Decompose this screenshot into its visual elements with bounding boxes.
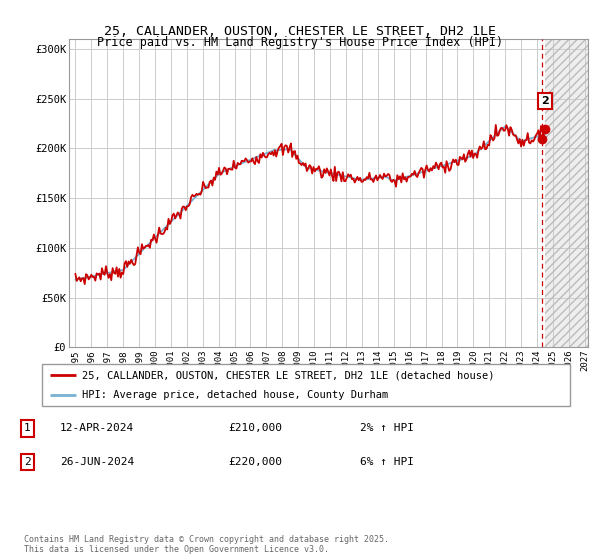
Text: HPI: Average price, detached house, County Durham: HPI: Average price, detached house, Coun… [82,390,388,400]
Text: 26-JUN-2024: 26-JUN-2024 [60,457,134,467]
Text: 25, CALLANDER, OUSTON, CHESTER LE STREET, DH2 1LE (detached house): 25, CALLANDER, OUSTON, CHESTER LE STREET… [82,370,494,380]
FancyBboxPatch shape [42,364,570,406]
Text: 6% ↑ HPI: 6% ↑ HPI [360,457,414,467]
Text: £210,000: £210,000 [228,423,282,433]
Text: 2% ↑ HPI: 2% ↑ HPI [360,423,414,433]
Text: 12-APR-2024: 12-APR-2024 [60,423,134,433]
Text: 2: 2 [24,457,31,467]
Bar [545,39,593,347]
Text: Contains HM Land Registry data © Crown copyright and database right 2025.
This d: Contains HM Land Registry data © Crown c… [24,535,389,554]
Text: 2: 2 [541,96,549,106]
Text: £220,000: £220,000 [228,457,282,467]
Bar [545,39,593,347]
Text: 1: 1 [24,423,31,433]
Text: 25, CALLANDER, OUSTON, CHESTER LE STREET, DH2 1LE: 25, CALLANDER, OUSTON, CHESTER LE STREET… [104,25,496,38]
Text: Price paid vs. HM Land Registry's House Price Index (HPI): Price paid vs. HM Land Registry's House … [97,36,503,49]
